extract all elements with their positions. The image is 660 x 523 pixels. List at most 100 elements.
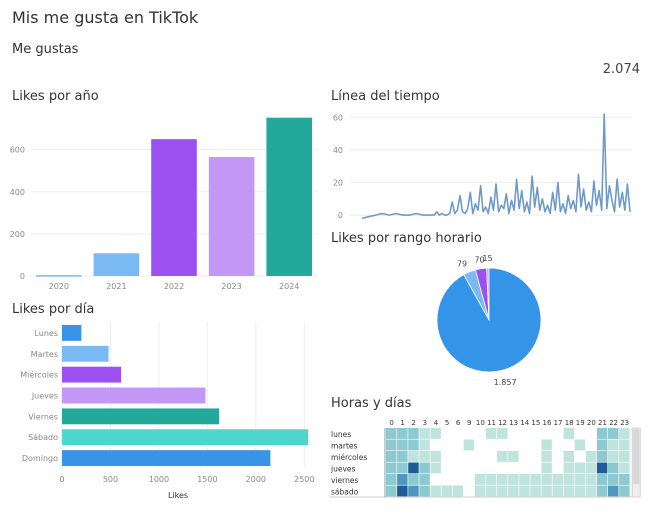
heat-cell	[574, 462, 586, 474]
heat-cell	[608, 485, 619, 497]
heat-cell	[585, 462, 597, 474]
heat-cell	[574, 485, 586, 497]
heat-cell	[452, 428, 464, 439]
column-label: 5	[445, 419, 449, 427]
y-tick-label: 0	[338, 211, 343, 220]
heat-cell	[485, 485, 497, 497]
page-title: Mis me gusta en TikTok	[12, 8, 199, 27]
heat-cell	[508, 439, 519, 451]
heat-cell	[608, 428, 619, 439]
heat-cell	[430, 428, 441, 439]
linea-del-tiempo-title: Línea del tiempo	[331, 89, 440, 104]
heat-cell	[608, 439, 619, 451]
bar-Jueves	[62, 387, 206, 404]
total-likes-kpi: 2.074	[602, 62, 640, 77]
heat-cell	[441, 474, 452, 485]
heat-cell	[596, 462, 608, 474]
heat-cell	[519, 485, 530, 497]
heat-cell	[497, 462, 508, 474]
heat-cell	[419, 462, 430, 474]
pie-label: 15	[482, 254, 492, 263]
heat-cell	[541, 439, 552, 451]
bar-2020	[36, 275, 82, 277]
heat-cell	[619, 485, 630, 497]
heat-cell	[541, 428, 552, 439]
x-tick-label: 2022	[164, 282, 184, 291]
heat-cell	[552, 451, 563, 462]
series-line	[361, 113, 631, 220]
heat-cell	[452, 485, 464, 497]
heat-cell	[474, 485, 486, 497]
likes-por-dia-chart: 0 500 1000 1500 2000 2500 Lunes Martes Miércoles…	[20, 322, 314, 500]
heat-cell	[397, 485, 408, 497]
y-tick-label: 400	[10, 188, 25, 197]
likes-por-ano-chart: 0 200 400 600 2020 2021 2022 2023 2024	[10, 117, 318, 291]
heat-cell	[386, 428, 397, 439]
heat-cell	[386, 485, 397, 497]
y-tick-label: Domingo	[22, 454, 58, 463]
heat-cell	[596, 451, 608, 462]
heat-cell	[408, 451, 419, 462]
page-subtitle: Me gustas	[12, 42, 79, 57]
x-tick-label: 2000	[246, 475, 266, 484]
heat-cell	[596, 485, 608, 497]
heat-cell	[619, 462, 630, 474]
heat-cell	[497, 474, 508, 485]
heat-cell	[386, 439, 397, 451]
heat-cell	[563, 451, 575, 462]
heat-cell	[563, 485, 575, 497]
heat-cell	[497, 439, 508, 451]
heat-cell	[419, 485, 430, 497]
heat-cell	[585, 439, 597, 451]
heat-cell	[541, 451, 552, 462]
heat-cell	[430, 451, 441, 462]
column-label: 6	[456, 419, 461, 427]
y-tick-label: 40	[333, 146, 343, 155]
x-tick-label: 0	[59, 475, 64, 484]
heat-cell	[596, 474, 608, 485]
heat-cell	[485, 439, 497, 451]
heat-cell	[596, 439, 608, 451]
heat-cell	[452, 451, 464, 462]
column-label: 9	[467, 419, 471, 427]
y-tick-label: Martes	[31, 350, 58, 359]
heat-cell	[408, 462, 419, 474]
heat-cell	[619, 474, 630, 485]
heat-cell	[585, 474, 597, 485]
heat-cell	[519, 428, 530, 439]
column-label: 11	[487, 419, 496, 427]
heat-cell	[397, 474, 408, 485]
heat-cell	[463, 428, 475, 439]
heat-cell	[574, 474, 586, 485]
row-label: miércoles	[331, 453, 367, 462]
heat-cell	[530, 462, 541, 474]
heat-cell	[485, 462, 497, 474]
heat-cell	[430, 485, 441, 497]
row-label: lunes	[331, 430, 351, 439]
heat-cell	[541, 485, 552, 497]
x-tick-label: 2020	[49, 282, 69, 291]
heat-cell	[463, 485, 475, 497]
heat-cell	[419, 474, 430, 485]
heat-cell	[474, 428, 486, 439]
heat-cell	[452, 462, 464, 474]
column-label: 10	[476, 419, 485, 427]
heat-cell	[619, 428, 630, 439]
heat-cell	[552, 462, 563, 474]
heat-cell	[508, 474, 519, 485]
y-tick-label: Lunes	[34, 329, 58, 338]
column-label: 18	[565, 419, 574, 427]
heat-cell	[485, 451, 497, 462]
heat-cell	[619, 439, 630, 451]
column-label: 13	[509, 419, 518, 427]
heat-cell	[530, 451, 541, 462]
column-label: 22	[609, 419, 618, 427]
heat-cell	[485, 474, 497, 485]
y-tick-label: Jueves	[31, 392, 58, 401]
column-label: 15	[531, 419, 540, 427]
y-tick-label: 200	[10, 230, 25, 239]
heat-cell	[419, 451, 430, 462]
bar-Viernes	[62, 408, 220, 425]
heat-cell	[574, 428, 586, 439]
heat-cell	[419, 439, 430, 451]
